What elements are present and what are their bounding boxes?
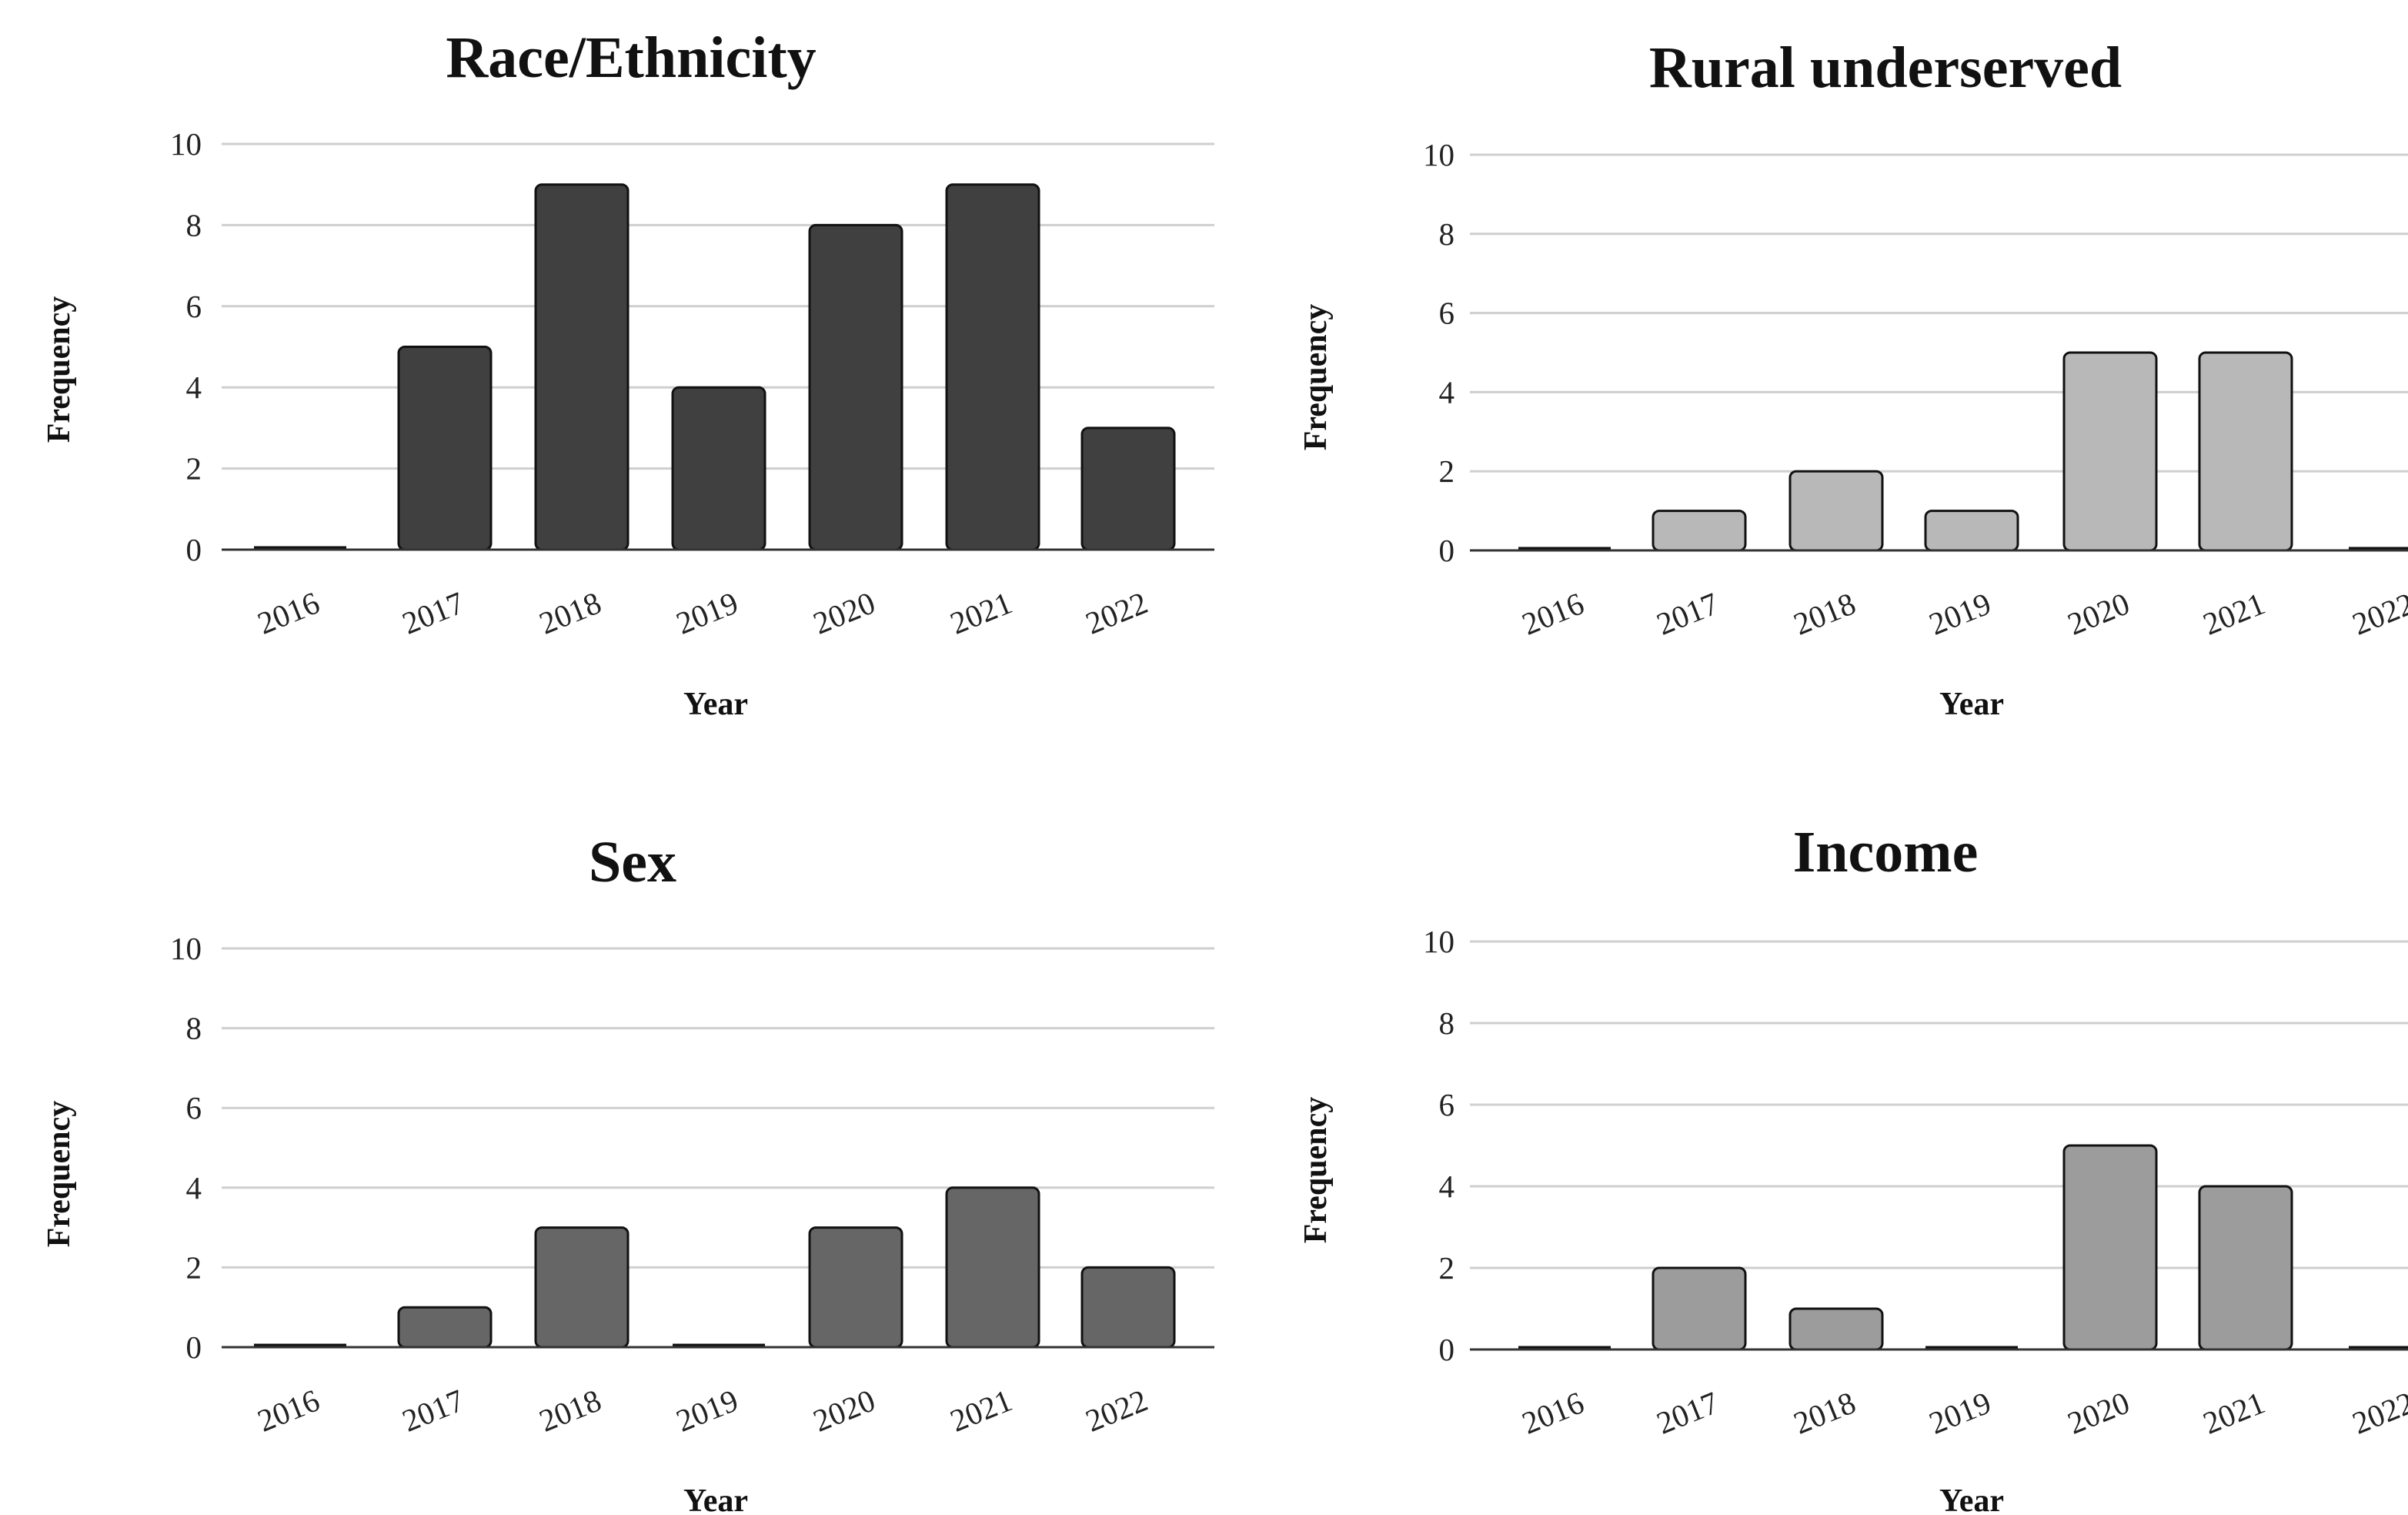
x-axis-label: Year xyxy=(1939,687,2004,722)
chart-title: Rural underserved xyxy=(1649,35,2122,100)
y-tick-label: 10 xyxy=(1423,924,1454,959)
bar-2018 xyxy=(534,1226,630,1349)
x-tick-label: 2016 xyxy=(1517,585,1588,641)
x-tick-label: 2019 xyxy=(1924,585,1996,641)
y-tick-label: 10 xyxy=(170,126,202,162)
y-tick-label: 0 xyxy=(1439,1332,1455,1367)
x-tick-label: 2016 xyxy=(1517,1384,1588,1440)
x-tick-label: 2022 xyxy=(2347,1384,2408,1440)
bar-2020 xyxy=(2062,1144,2158,1351)
y-tick-label: 4 xyxy=(186,1170,202,1206)
x-tick-label: 2016 xyxy=(252,584,324,640)
chart-income: Income 0 2 4 6 8 10 2016 2017 2018 2019 2020 2021 202… xyxy=(1298,820,2408,1515)
chart-title: Race/Ethnicity xyxy=(446,25,816,90)
bar-2017 xyxy=(397,346,493,551)
y-tick-label: 8 xyxy=(186,1011,202,1046)
bar-2020 xyxy=(808,223,903,551)
x-tick-label: 2018 xyxy=(1788,1384,1860,1440)
bar-2022 xyxy=(1080,426,1176,551)
chart-title: Sex xyxy=(589,830,676,895)
chart-sex: Sex 0 2 4 6 8 10 2016 2017 2018 2019 2020 2021 2022 Ye… xyxy=(42,830,1214,1515)
x-tick-label: 2019 xyxy=(1924,1384,1996,1440)
x-tick-label: 2019 xyxy=(671,584,743,640)
y-tick-label: 4 xyxy=(186,370,202,405)
y-tick-label: 8 xyxy=(186,207,202,242)
chart-title: Income xyxy=(1793,820,1979,885)
x-tick-label: 2020 xyxy=(808,1382,880,1438)
x-tick-label: 2016 xyxy=(252,1382,324,1438)
y-tick-label: 4 xyxy=(1439,1169,1455,1204)
x-tick-label: 2018 xyxy=(534,1382,606,1438)
y-tick-label: 6 xyxy=(1439,1087,1455,1122)
bar-2021 xyxy=(2198,351,2293,552)
bar-2022 xyxy=(1080,1266,1176,1349)
bar-2017 xyxy=(1652,510,1747,552)
y-tick-label: 2 xyxy=(186,1249,202,1285)
x-tick-label: 2017 xyxy=(397,584,469,640)
y-tick-label: 6 xyxy=(186,1090,202,1125)
x-axis-label: Year xyxy=(1939,1483,2004,1515)
bar-2018 xyxy=(1788,1307,1884,1351)
bar-2018 xyxy=(534,183,630,551)
chart-rural: Rural underserved 0 2 4 6 8 10 2016 2017 2018 2019… xyxy=(1298,35,2408,722)
x-tick-label: 2020 xyxy=(2062,1384,2134,1440)
y-tick-label: 10 xyxy=(170,931,202,966)
bar-2019 xyxy=(1924,510,2019,552)
x-tick-label: 2017 xyxy=(1652,585,1723,641)
x-tick-label: 2022 xyxy=(2347,585,2408,641)
y-tick-label: 2 xyxy=(1439,453,1455,489)
x-tick-label: 2018 xyxy=(1788,585,1860,641)
x-tick-label: 2022 xyxy=(1080,584,1152,640)
bar-2018 xyxy=(1788,470,1884,552)
x-tick-label: 2020 xyxy=(808,584,880,640)
x-tick-label: 2021 xyxy=(2198,1384,2269,1440)
x-tick-label: 2022 xyxy=(1080,1382,1152,1438)
y-tick-label: 2 xyxy=(1439,1250,1455,1286)
x-tick-label: 2020 xyxy=(2062,585,2134,641)
y-axis-label: Frequency xyxy=(42,1101,77,1248)
x-tick-label: 2017 xyxy=(1652,1384,1723,1440)
x-tick-label: 2018 xyxy=(534,584,606,640)
y-tick-label: 6 xyxy=(186,289,202,324)
x-tick-label: 2021 xyxy=(2198,585,2269,641)
bar-2021 xyxy=(945,183,1040,551)
x-tick-label: 2017 xyxy=(397,1382,469,1438)
y-tick-label: 10 xyxy=(1423,137,1454,172)
y-tick-label: 4 xyxy=(1439,374,1455,410)
bar-2021 xyxy=(945,1186,1040,1349)
y-tick-label: 0 xyxy=(186,532,202,567)
x-axis-label: Year xyxy=(683,1483,748,1515)
y-tick-label: 0 xyxy=(186,1329,202,1365)
y-tick-label: 8 xyxy=(1439,216,1455,252)
chart-race: Race/Ethnicity 0 2 4 6 8 10 2016 2017 2018 2019 202… xyxy=(42,25,1214,722)
y-tick-label: 6 xyxy=(1439,296,1455,331)
x-tick-label: 2021 xyxy=(945,584,1017,640)
y-axis-label: Frequency xyxy=(1298,304,1334,451)
y-tick-label: 0 xyxy=(1439,533,1455,568)
y-axis-label: Frequency xyxy=(42,296,77,443)
bar-2017 xyxy=(397,1306,493,1349)
x-tick-label: 2021 xyxy=(945,1382,1017,1438)
bar-2019 xyxy=(671,386,766,551)
y-tick-label: 8 xyxy=(1439,1005,1455,1041)
bar-2017 xyxy=(1652,1266,1747,1351)
y-tick-label: 2 xyxy=(186,451,202,487)
bar-2020 xyxy=(808,1226,903,1349)
bar-2020 xyxy=(2062,351,2158,552)
x-axis-label: Year xyxy=(683,687,748,722)
y-axis-label: Frequency xyxy=(1298,1097,1334,1244)
bar-2021 xyxy=(2198,1185,2293,1351)
x-tick-label: 2019 xyxy=(671,1382,743,1438)
